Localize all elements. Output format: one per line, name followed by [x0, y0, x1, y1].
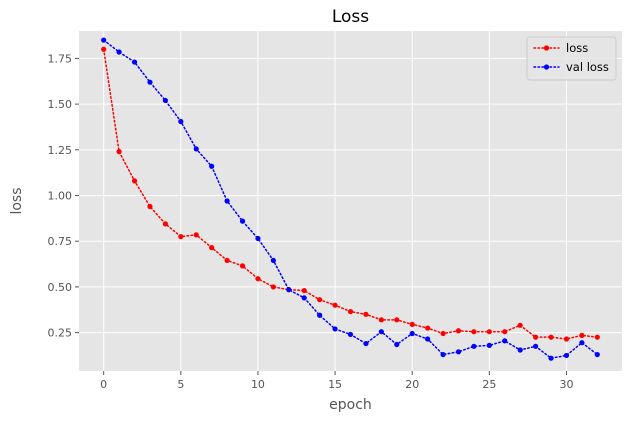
data-point	[517, 347, 523, 353]
y-axis-label: loss	[9, 187, 25, 214]
data-point	[301, 295, 307, 301]
data-point	[131, 178, 138, 184]
data-point	[533, 334, 539, 340]
data-point	[209, 163, 215, 169]
y-tick-label: 1.75	[48, 52, 73, 65]
legend-marker	[543, 64, 550, 70]
x-tick-label: 0	[100, 378, 107, 391]
data-point	[425, 336, 431, 342]
data-point	[131, 59, 138, 65]
data-point	[101, 46, 107, 52]
data-point	[425, 325, 431, 331]
data-point	[332, 302, 338, 308]
data-point	[193, 146, 199, 152]
data-point	[301, 287, 307, 294]
y-tick-label: 1.25	[48, 144, 73, 157]
data-point	[548, 355, 554, 361]
data-point	[332, 326, 338, 332]
data-point	[409, 330, 415, 337]
data-point	[363, 311, 369, 317]
series-val-loss	[101, 37, 600, 361]
data-point	[178, 234, 184, 240]
data-point	[270, 284, 276, 290]
data-point	[363, 340, 369, 347]
data-point	[594, 351, 600, 358]
data-point	[409, 321, 415, 327]
y-tick-label: 0.50	[48, 281, 73, 294]
data-point	[440, 330, 446, 337]
x-tick-label: 30	[559, 378, 573, 391]
x-tick-label: 10	[251, 378, 265, 391]
data-point	[394, 341, 400, 348]
data-point	[440, 351, 446, 358]
data-point	[162, 221, 168, 227]
y-tick-label: 0.25	[48, 327, 73, 340]
legend-marker	[543, 45, 550, 51]
data-point	[224, 257, 230, 264]
data-point	[378, 329, 384, 335]
data-point	[563, 352, 570, 359]
data-point	[378, 317, 384, 323]
data-point	[209, 245, 215, 251]
data-point	[471, 329, 477, 335]
data-point	[517, 322, 523, 328]
data-point	[455, 328, 462, 334]
data-point	[317, 312, 323, 318]
data-point	[548, 334, 554, 340]
y-tick-label: 1.00	[48, 190, 73, 203]
x-tick-label: 25	[482, 378, 496, 391]
data-point	[116, 49, 122, 55]
data-point	[502, 338, 508, 344]
data-point	[255, 235, 261, 242]
y-axis-ticks: 0.25 0.50 0.75 1.00 1.25 1.50 1.75	[48, 52, 79, 340]
data-point	[579, 332, 585, 338]
x-tick-label: 15	[328, 378, 342, 391]
data-point	[347, 308, 354, 315]
y-tick-label: 1.50	[48, 98, 73, 111]
data-point	[486, 329, 492, 335]
x-axis-ticks: 0 5 10 15 20 25 30	[100, 371, 573, 391]
data-point	[178, 118, 184, 125]
legend-label: val loss	[566, 60, 609, 74]
data-point	[471, 343, 477, 349]
data-point	[317, 297, 323, 303]
chart-title: Loss	[332, 7, 369, 27]
data-point	[147, 79, 153, 85]
data-point	[162, 97, 168, 104]
plot-area	[79, 31, 622, 371]
series-loss	[101, 46, 600, 342]
data-point	[239, 263, 246, 269]
data-point	[224, 198, 230, 204]
x-tick-label: 5	[177, 378, 184, 391]
data-point	[239, 218, 246, 224]
series-group	[101, 37, 600, 361]
legend-label: loss	[566, 41, 588, 55]
data-point	[594, 334, 600, 340]
data-point	[270, 257, 276, 264]
data-point	[486, 342, 492, 349]
x-tick-label: 20	[405, 378, 419, 391]
legend: loss val loss	[526, 36, 617, 81]
data-point	[394, 317, 400, 323]
data-point	[147, 203, 153, 210]
data-point	[116, 149, 122, 155]
data-point	[255, 276, 261, 282]
data-point	[101, 37, 107, 43]
data-point	[502, 329, 508, 335]
data-point	[286, 287, 292, 293]
data-point	[193, 232, 199, 238]
legend-box	[526, 36, 617, 81]
data-point	[455, 349, 462, 355]
y-tick-label: 0.75	[48, 235, 73, 248]
data-point	[347, 331, 354, 338]
x-axis-label: epoch	[329, 397, 372, 413]
data-point	[533, 343, 539, 349]
legend-item: val loss	[533, 60, 609, 74]
data-point	[579, 340, 585, 346]
legend-item: loss	[533, 41, 588, 55]
data-point	[563, 336, 570, 342]
